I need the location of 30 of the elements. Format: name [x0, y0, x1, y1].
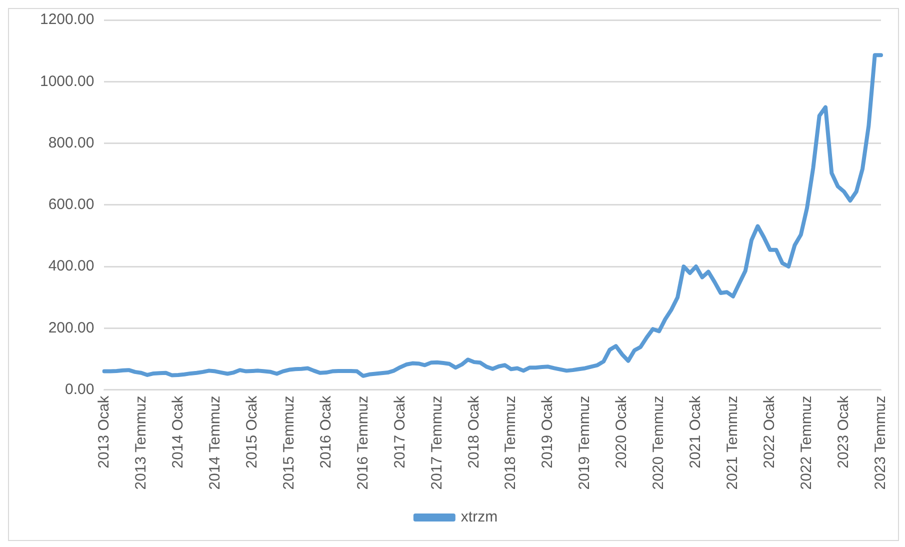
- x-tick-label: 2019 Temmuz: [576, 396, 594, 490]
- y-tick-label: 1200.00: [40, 11, 94, 28]
- x-tick-label: 2016 Ocak: [317, 395, 334, 468]
- y-tick-label: 200.00: [48, 319, 94, 336]
- x-tick-label: 2013 Temmuz: [132, 396, 150, 490]
- x-tick-label: 2021 Temmuz: [724, 396, 742, 490]
- y-tick-label: 0.00: [65, 380, 94, 398]
- x-tick-label: 2022 Temmuz: [798, 396, 816, 490]
- x-tick-label: 2015 Ocak: [243, 395, 260, 468]
- x-tick-label: 2023 Temmuz: [872, 396, 890, 490]
- x-tick-label: 2023 Ocak: [835, 395, 852, 468]
- x-tick-label: 2015 Temmuz: [280, 396, 298, 490]
- x-tick-label: 2021 Ocak: [687, 395, 704, 468]
- x-tick-label: 2016 Temmuz: [354, 396, 372, 490]
- x-tick-label: 2018 Ocak: [465, 395, 482, 468]
- y-tick-label: 600.00: [48, 196, 94, 214]
- x-tick-label: 2022 Ocak: [761, 395, 778, 468]
- x-tick-label: 2017 Temmuz: [428, 396, 446, 490]
- y-tick-label: 800.00: [48, 134, 94, 152]
- x-tick-label: 2014 Ocak: [169, 395, 186, 468]
- x-tick-label: 2018 Temmuz: [502, 396, 520, 490]
- x-tick-label: 2013 Ocak: [95, 395, 112, 468]
- legend-label: xtrzm: [460, 508, 498, 526]
- x-tick-label: 2017 Ocak: [391, 395, 408, 468]
- x-tick-label: 2020 Temmuz: [650, 396, 668, 490]
- y-tick-label: 400.00: [48, 258, 94, 275]
- y-tick-label: 1000.00: [40, 72, 94, 90]
- x-tick-label: 2014 Temmuz: [206, 396, 224, 490]
- x-tick-label: 2020 Ocak: [613, 395, 630, 468]
- x-tick-label: 2019 Ocak: [539, 395, 556, 468]
